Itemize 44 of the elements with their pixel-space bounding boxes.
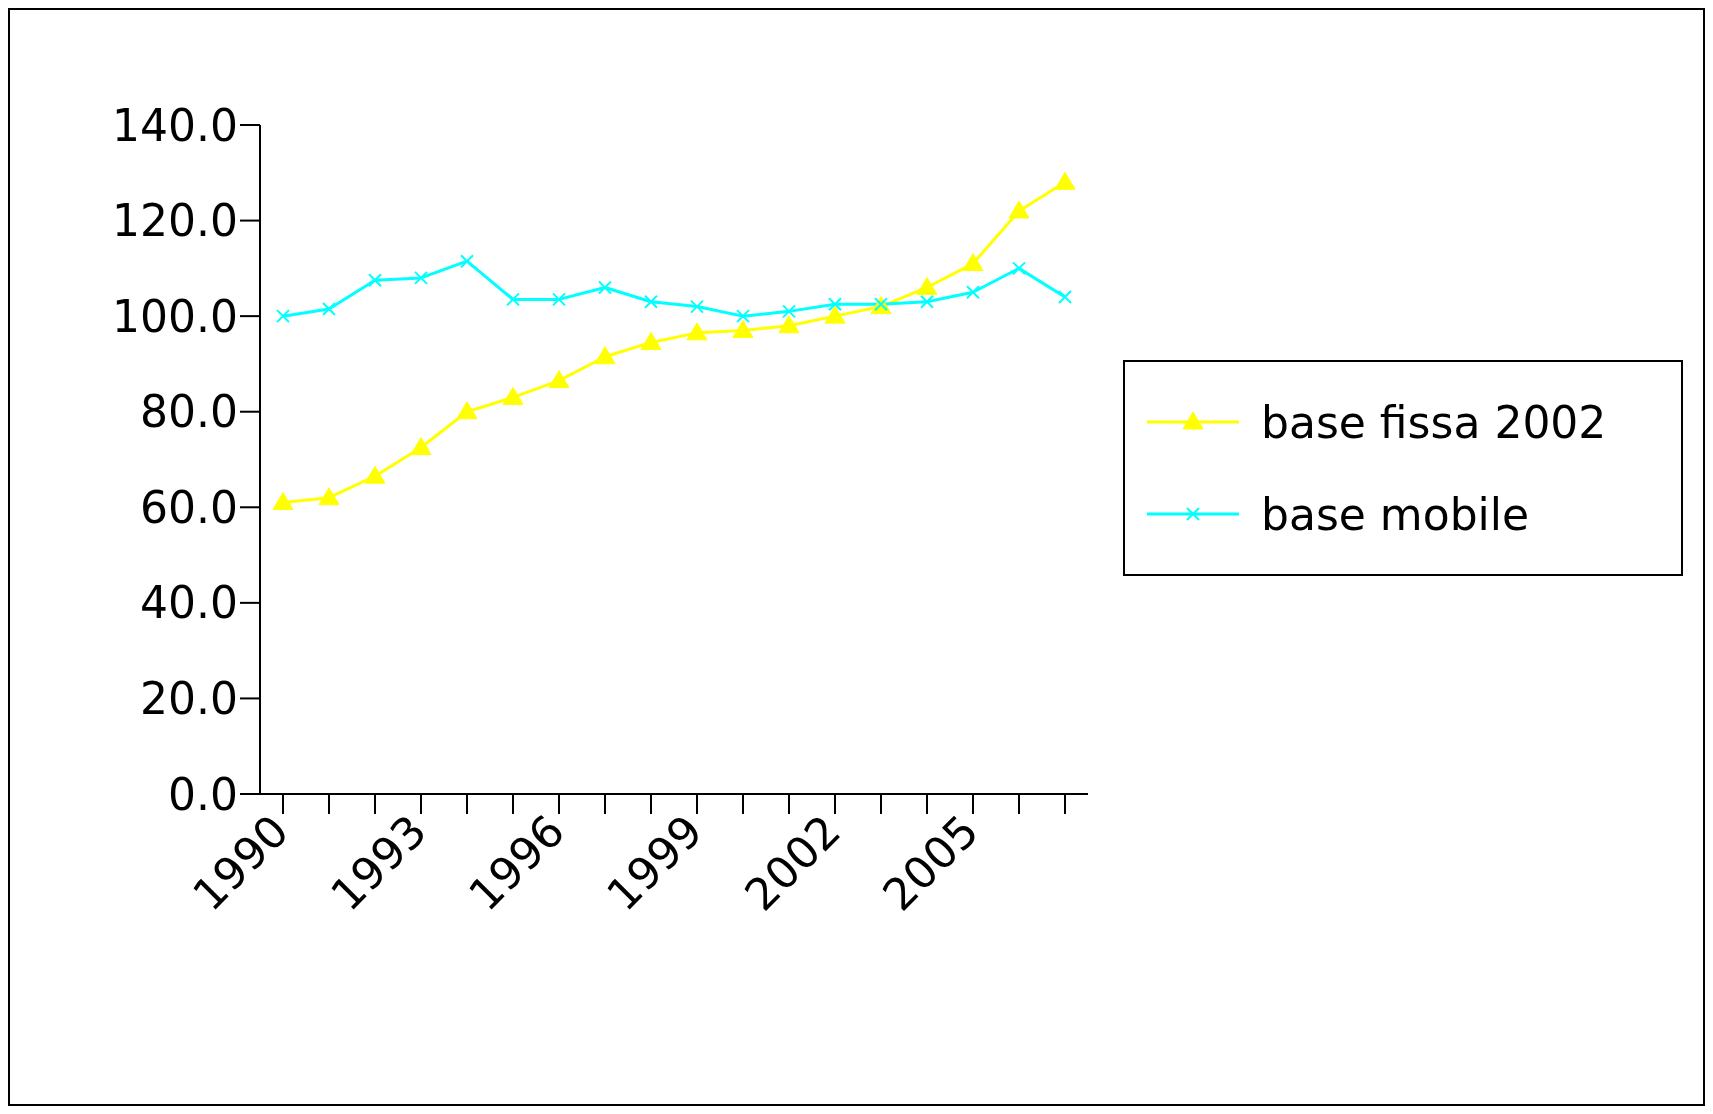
legend-label: base fissa 2002 xyxy=(1261,396,1607,448)
point xyxy=(828,297,842,312)
point xyxy=(1058,290,1072,305)
point xyxy=(502,386,524,405)
point xyxy=(1012,261,1026,276)
point xyxy=(272,492,294,511)
point xyxy=(920,294,934,309)
point xyxy=(594,346,616,365)
point xyxy=(686,322,708,341)
point xyxy=(368,273,382,288)
point xyxy=(736,309,750,324)
point xyxy=(640,331,662,350)
point xyxy=(690,299,704,314)
point xyxy=(318,487,340,506)
point xyxy=(322,301,336,316)
point xyxy=(778,315,800,334)
point xyxy=(506,292,520,307)
point xyxy=(598,280,612,295)
y-tick-label: 140.0 xyxy=(112,99,238,151)
point xyxy=(916,276,938,295)
point xyxy=(824,305,846,324)
y-tick-label: 0.0 xyxy=(168,768,238,820)
y-tick-label: 40.0 xyxy=(140,577,238,629)
point xyxy=(732,319,754,338)
point xyxy=(782,304,796,319)
point xyxy=(276,309,290,324)
point xyxy=(552,292,566,307)
point xyxy=(364,465,386,484)
point xyxy=(1054,171,1076,190)
legend-label: base mobile xyxy=(1261,488,1530,540)
y-tick-label: 120.0 xyxy=(112,195,238,247)
point xyxy=(456,401,478,420)
point xyxy=(1008,200,1030,219)
point xyxy=(414,270,428,285)
y-tick-label: 20.0 xyxy=(140,673,238,725)
point xyxy=(962,253,984,272)
y-tick-label: 80.0 xyxy=(140,386,238,438)
point xyxy=(644,294,658,309)
y-tick-label: 100.0 xyxy=(112,290,238,342)
point xyxy=(548,370,570,389)
y-tick-label: 60.0 xyxy=(140,481,238,533)
point xyxy=(410,437,432,456)
point xyxy=(966,285,980,300)
point xyxy=(460,254,474,269)
